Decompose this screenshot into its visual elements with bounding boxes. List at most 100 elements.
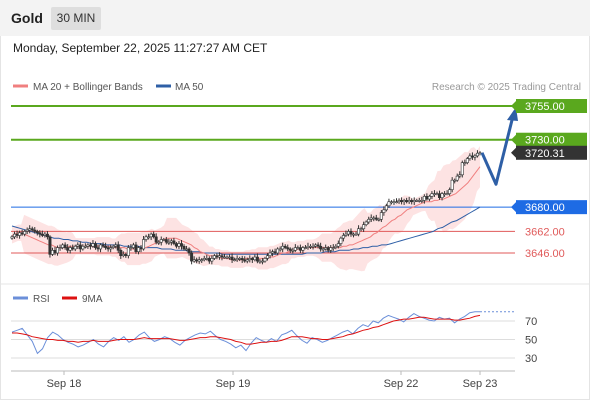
candle-body [154, 236, 158, 243]
x-tick-label: Sep 18 [47, 378, 82, 390]
candle-body [432, 193, 436, 195]
candle-body [443, 193, 447, 195]
candle-body [177, 243, 181, 247]
candle-body [281, 245, 285, 250]
candle-body [119, 250, 123, 256]
candle-body [222, 256, 226, 259]
rsi-gridlines: 70 50 30 [11, 316, 537, 365]
candle-body [202, 258, 206, 261]
candle-body [56, 247, 60, 254]
level-label-3730.00: 3730.00 [525, 135, 565, 147]
candle-body [23, 231, 27, 235]
rsi-line [11, 311, 480, 355]
timeframe-button[interactable]: 30 MIN [51, 7, 101, 30]
candle-body [136, 247, 140, 252]
candle-body [83, 245, 87, 248]
candle-body [273, 251, 277, 254]
candle-body [76, 244, 80, 247]
candle-body [311, 245, 315, 248]
candle-body [162, 239, 166, 241]
candle-body [346, 231, 350, 235]
candle-body [164, 239, 168, 243]
level-tag-3755.00 [516, 99, 587, 113]
candle-body [253, 256, 257, 261]
candle-body [357, 228, 361, 235]
candle-body [225, 256, 229, 259]
candle-body [382, 209, 386, 213]
candle-body [283, 245, 287, 248]
candle-body [329, 247, 333, 251]
rsi-ma9-line [12, 314, 481, 345]
candle-body [321, 248, 325, 251]
candle-body [324, 247, 328, 250]
candle-body [106, 247, 110, 250]
candle-body [453, 179, 457, 182]
x-tick-label: Sep 23 [463, 378, 498, 390]
candle-body [367, 218, 371, 223]
level-tag-pointer [511, 147, 516, 158]
candle-body [288, 248, 292, 251]
candle-body [33, 229, 37, 232]
candle-body [124, 254, 128, 256]
candle-body [182, 245, 186, 250]
candle-body [104, 245, 108, 248]
candle-body [235, 258, 239, 261]
level-label-3680.00: 3680.00 [525, 202, 565, 214]
candle-body [174, 243, 178, 247]
candle-body [369, 217, 373, 220]
candle-body [197, 259, 201, 262]
candle-body [217, 255, 221, 258]
candle-body [349, 231, 353, 235]
candle-body [126, 247, 130, 256]
x-tick-label: Sep 22 [384, 378, 419, 390]
candle-body [465, 158, 469, 163]
candle-body [28, 228, 32, 231]
candle-body [116, 244, 120, 251]
candle-body [293, 247, 297, 251]
candle-body [248, 258, 252, 261]
candle-body [48, 236, 52, 255]
candle-body [364, 221, 368, 225]
candle-body [144, 236, 148, 240]
forecast-arrow-line [480, 115, 515, 186]
candle-body [195, 259, 199, 262]
candle-body [359, 228, 363, 231]
candle-body [344, 233, 348, 236]
level-tag-pointer [511, 134, 516, 145]
candle-body [422, 196, 426, 201]
candle-body [61, 244, 65, 248]
candle-body [420, 200, 424, 202]
candle-body [430, 193, 434, 197]
candle-body [172, 240, 176, 244]
candle-body [470, 155, 474, 158]
candle-body [268, 252, 272, 256]
level-label-3755.00: 3755.00 [525, 101, 565, 113]
candle-body [96, 247, 100, 250]
candle-body [245, 259, 249, 262]
candle-body [86, 244, 90, 247]
candle-body [142, 239, 146, 250]
candle-body [192, 259, 196, 262]
candle-body [384, 205, 388, 211]
level-label-3646.00: 3646.00 [525, 248, 565, 260]
candle-body [139, 247, 143, 250]
candle-body [230, 256, 234, 261]
candle-body [415, 200, 419, 202]
candle-body [25, 229, 29, 232]
candle-body [73, 245, 77, 250]
candle-body [435, 193, 439, 195]
candle-body [159, 239, 163, 243]
candle-body [336, 243, 340, 247]
candle-body [187, 248, 191, 254]
rsi-lines [11, 311, 515, 355]
candle-body [169, 240, 173, 243]
candle-body [88, 244, 92, 247]
candle-body [260, 260, 264, 263]
candle-body [99, 244, 103, 250]
candle-body [255, 256, 259, 262]
candle-body [205, 258, 209, 260]
candle-body [240, 258, 244, 261]
candle-body [303, 247, 307, 249]
candle-body [392, 201, 396, 204]
